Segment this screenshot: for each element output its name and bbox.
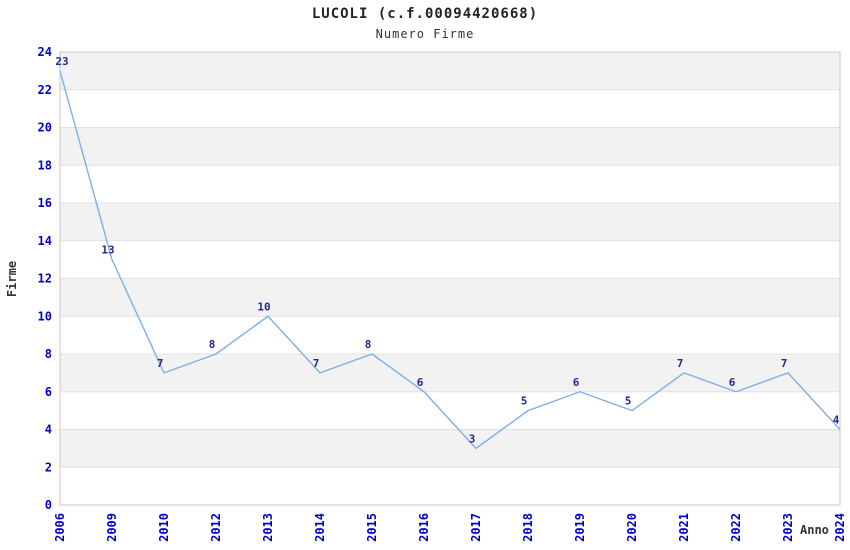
data-point-label: 7: [313, 357, 320, 370]
y-tick-label: 4: [45, 423, 52, 437]
plot-band: [60, 52, 840, 90]
data-point-label: 5: [521, 395, 528, 408]
chart-title: LUCOLI (c.f.00094420668): [311, 6, 539, 22]
plot-border: [59, 51, 841, 506]
x-tick-label: 2020: [625, 513, 639, 542]
plot-band: [60, 127, 840, 166]
x-tick-label: 2022: [729, 513, 743, 542]
plot-band: [60, 429, 840, 468]
data-point-label: 8: [365, 338, 372, 351]
plot-band: [60, 354, 840, 392]
data-point-label: 5: [625, 395, 632, 408]
x-axis-label: Anno: [800, 523, 829, 537]
x-tick-label: 2014: [313, 513, 327, 542]
data-point-label: 7: [157, 357, 164, 370]
x-tick-label: 2010: [157, 513, 171, 542]
y-tick-label: 0: [45, 498, 52, 512]
y-tick-label: 24: [38, 45, 52, 59]
data-point-label: 13: [101, 244, 114, 257]
y-tick-label: 6: [45, 385, 52, 399]
x-tick-label: 2016: [417, 513, 431, 542]
x-tick-label: 2018: [521, 513, 535, 542]
data-point-label: 7: [677, 357, 684, 370]
y-tick-label: 16: [38, 196, 52, 210]
plot-band: [60, 203, 840, 241]
x-tick-label: 2006: [53, 513, 67, 542]
data-point-label: 7: [781, 357, 788, 370]
data-point-label: 6: [417, 376, 424, 389]
x-tick-label: 2012: [209, 513, 223, 542]
y-tick-label: 8: [45, 347, 52, 361]
plot-band: [60, 278, 840, 317]
y-tick-label: 12: [38, 272, 52, 286]
data-point-label: 6: [573, 376, 580, 389]
data-point-label: 8: [209, 338, 216, 351]
x-tick-label: 2017: [469, 513, 483, 542]
data-point-label: 3: [469, 432, 476, 445]
x-tick-label: 2009: [105, 513, 119, 542]
data-point-label: 4: [833, 414, 840, 427]
y-tick-label: 20: [38, 121, 52, 135]
x-tick-label: 2019: [573, 513, 587, 542]
data-point-label: 10: [257, 300, 270, 313]
y-tick-label: 14: [38, 234, 52, 248]
x-tick-label: 2015: [365, 513, 379, 542]
data-point-label: 6: [729, 376, 736, 389]
chart-subtitle: Numero Firme: [375, 27, 475, 41]
x-tick-label: 2021: [677, 513, 691, 542]
y-tick-label: 10: [38, 309, 52, 323]
y-tick-label: 22: [38, 83, 52, 97]
x-tick-label: 2023: [781, 513, 795, 542]
y-tick-label: 18: [38, 158, 52, 172]
data-point-label: 23: [55, 55, 68, 68]
y-tick-label: 2: [45, 460, 52, 474]
x-tick-label: 2024: [833, 513, 847, 542]
x-tick-label: 2013: [261, 513, 275, 542]
data-line: [59, 70, 841, 450]
